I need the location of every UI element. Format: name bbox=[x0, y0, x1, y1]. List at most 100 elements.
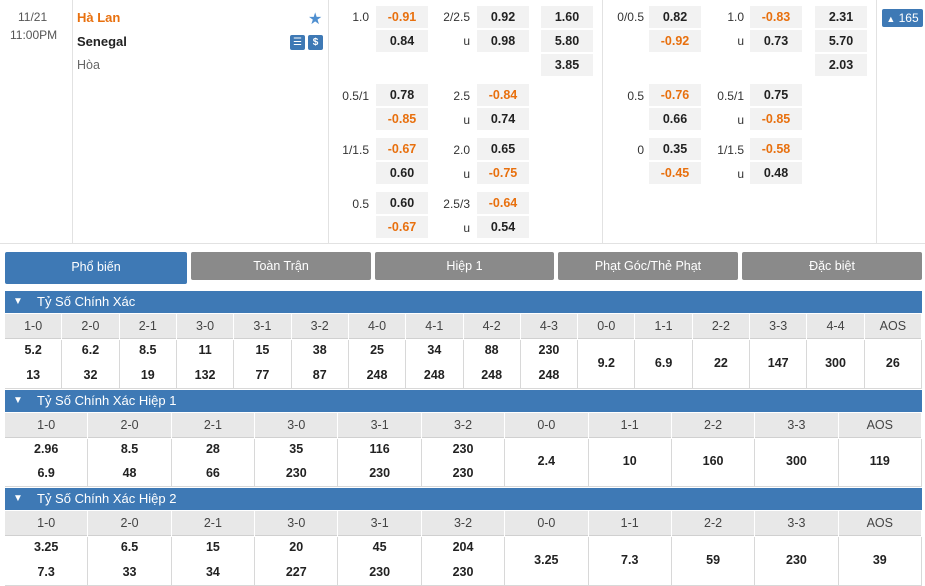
score-odd-bottom: 6.9 bbox=[37, 466, 55, 480]
h1-ou-under-label: u bbox=[737, 113, 744, 127]
score-label: 3-2 bbox=[422, 413, 506, 438]
score-odd-top: 230 bbox=[786, 553, 807, 567]
score-odds-cell[interactable]: 15 77 bbox=[234, 340, 292, 389]
score-odds-cell[interactable]: 6.2 32 bbox=[62, 340, 120, 389]
score-odd-bottom: 248 bbox=[481, 368, 503, 382]
score-odds-cell[interactable]: 45 230 bbox=[338, 537, 422, 586]
more-bets-button[interactable]: ▲ 165 bbox=[882, 9, 923, 27]
hdp-away-odd[interactable]: 0.60 bbox=[376, 162, 428, 184]
h1-ou-under-odd[interactable]: -0.85 bbox=[750, 108, 802, 130]
score-odds-cell[interactable]: 88 248 bbox=[464, 340, 521, 389]
ou-under-odd[interactable]: -0.75 bbox=[477, 162, 529, 184]
score-odds-cell[interactable]: 15 34 bbox=[172, 537, 256, 586]
score-odds-cell[interactable]: 119 bbox=[839, 439, 922, 487]
h1-hdp-home-odd[interactable]: 0.35 bbox=[649, 138, 701, 160]
section-header[interactable]: ▼ Tỷ Số Chính Xác bbox=[5, 291, 922, 313]
score-odds-cell[interactable]: 116 230 bbox=[338, 439, 422, 487]
h1-ou-over-odd[interactable]: -0.83 bbox=[750, 6, 802, 28]
score-label: 0-0 bbox=[505, 413, 589, 438]
score-odds-cell[interactable]: 28 66 bbox=[172, 439, 256, 487]
tab-popular[interactable]: Phổ biến bbox=[5, 252, 187, 284]
ou-under-odd[interactable]: 0.54 bbox=[477, 216, 529, 238]
home-team[interactable]: Hà Lan bbox=[77, 10, 121, 25]
score-odds-cell[interactable]: 8.5 48 bbox=[88, 439, 172, 487]
score-odds-cell[interactable]: 6.5 33 bbox=[88, 537, 172, 586]
section-title: Tỷ Số Chính Xác bbox=[37, 294, 136, 309]
h1-x12-home-odd[interactable]: 2.31 bbox=[815, 6, 867, 28]
h1-ou-over-odd[interactable]: -0.58 bbox=[750, 138, 802, 160]
h1-hdp-home-odd[interactable]: 0.82 bbox=[649, 6, 701, 28]
tab-full-match[interactable]: Toàn Trận bbox=[191, 252, 371, 280]
ou-over-odd[interactable]: -0.64 bbox=[477, 192, 529, 214]
ou-line: 2/2.5 bbox=[443, 10, 470, 24]
h1-hdp-away-odd[interactable]: -0.92 bbox=[649, 30, 701, 52]
score-odds-cell[interactable]: 20 227 bbox=[255, 537, 339, 586]
score-odds-cell[interactable]: 6.9 bbox=[635, 340, 693, 389]
score-odds-cell[interactable]: 230 248 bbox=[521, 340, 579, 389]
dollar-icon[interactable]: $ bbox=[308, 35, 323, 50]
score-odds-cell[interactable]: 300 bbox=[755, 439, 839, 487]
hdp-away-odd[interactable]: 0.84 bbox=[376, 30, 428, 52]
hdp-home-odd[interactable]: 0.60 bbox=[376, 192, 428, 214]
score-odds-cell[interactable]: 2.4 bbox=[505, 439, 589, 487]
score-odds-cell[interactable]: 3.25 7.3 bbox=[5, 537, 89, 586]
tab-corners-cards[interactable]: Phạt Góc/Thẻ Phạt bbox=[558, 252, 738, 280]
score-odds-cell[interactable]: 10 bbox=[589, 439, 672, 487]
h1-hdp-away-odd[interactable]: 0.66 bbox=[649, 108, 701, 130]
h1-hdp-line: 0 bbox=[637, 143, 644, 157]
score-odds-cell[interactable]: 204 230 bbox=[422, 537, 506, 586]
stats-icon[interactable]: ☰ bbox=[290, 35, 305, 50]
score-odds-cell[interactable]: 25 248 bbox=[349, 340, 407, 389]
score-label: 4-2 bbox=[464, 314, 521, 339]
x12-away-odd[interactable]: 5.80 bbox=[541, 30, 593, 52]
ou-under-odd[interactable]: 0.98 bbox=[477, 30, 529, 52]
h1-x12-away-odd[interactable]: 5.70 bbox=[815, 30, 867, 52]
score-odds-cell[interactable]: 2.96 6.9 bbox=[5, 439, 89, 487]
h1-ou-under-odd[interactable]: 0.48 bbox=[750, 162, 802, 184]
hdp-away-odd[interactable]: -0.67 bbox=[376, 216, 428, 238]
score-odds-cell[interactable]: 38 87 bbox=[292, 340, 349, 389]
score-label: 2-0 bbox=[88, 413, 172, 438]
star-icon[interactable]: ★ bbox=[308, 11, 323, 28]
score-odds-cell[interactable]: 59 bbox=[672, 537, 756, 586]
section-title: Tỷ Số Chính Xác Hiệp 2 bbox=[37, 491, 177, 506]
h1-ou-under-odd[interactable]: 0.73 bbox=[750, 30, 802, 52]
ou-over-odd[interactable]: 0.65 bbox=[477, 138, 529, 160]
tab-special[interactable]: Đặc biệt bbox=[742, 252, 922, 280]
score-odds-cell[interactable]: 7.3 bbox=[589, 537, 672, 586]
hdp-home-odd[interactable]: -0.67 bbox=[376, 138, 428, 160]
h1-x12-draw-odd[interactable]: 2.03 bbox=[815, 54, 867, 76]
score-odds-cell[interactable]: 8.5 19 bbox=[120, 340, 177, 389]
score-odds-cell[interactable]: 147 bbox=[750, 340, 808, 389]
x12-home-odd[interactable]: 1.60 bbox=[541, 6, 593, 28]
score-odds-cell[interactable]: 35 230 bbox=[255, 439, 339, 487]
hdp-home-odd[interactable]: 0.78 bbox=[376, 84, 428, 106]
score-odds-cell[interactable]: 34 248 bbox=[406, 340, 464, 389]
h1-ou-over-odd[interactable]: 0.75 bbox=[750, 84, 802, 106]
score-odds-cell[interactable]: 26 bbox=[865, 340, 922, 389]
section-header[interactable]: ▼ Tỷ Số Chính Xác Hiệp 2 bbox=[5, 488, 922, 510]
score-odds-cell[interactable]: 230 230 bbox=[422, 439, 506, 487]
score-odds-cell[interactable]: 3.25 bbox=[505, 537, 589, 586]
score-odds-cell[interactable]: 9.2 bbox=[578, 340, 636, 389]
section-header[interactable]: ▼ Tỷ Số Chính Xác Hiệp 1 bbox=[5, 390, 922, 412]
score-odds-cell[interactable]: 160 bbox=[672, 439, 756, 487]
hdp-away-odd[interactable]: -0.85 bbox=[376, 108, 428, 130]
score-odds-cell[interactable]: 5.2 13 bbox=[5, 340, 63, 389]
score-odds-cell[interactable]: 22 bbox=[693, 340, 751, 389]
ou-over-odd[interactable]: -0.84 bbox=[477, 84, 529, 106]
ou-under-odd[interactable]: 0.74 bbox=[477, 108, 529, 130]
h1-hdp-away-odd[interactable]: -0.45 bbox=[649, 162, 701, 184]
score-odds-cell[interactable]: 230 bbox=[755, 537, 839, 586]
away-team[interactable]: Senegal bbox=[77, 34, 127, 49]
score-odd-top: 45 bbox=[372, 540, 387, 554]
hdp-home-odd[interactable]: -0.91 bbox=[376, 6, 428, 28]
h1-hdp-home-odd[interactable]: -0.76 bbox=[649, 84, 701, 106]
ou-over-odd[interactable]: 0.92 bbox=[477, 6, 529, 28]
score-odds-cell[interactable]: 39 bbox=[839, 537, 922, 586]
score-odd-top: 28 bbox=[205, 442, 220, 456]
score-odds-cell[interactable]: 11 132 bbox=[177, 340, 235, 389]
score-odds-cell[interactable]: 300 bbox=[807, 340, 865, 389]
x12-draw-odd[interactable]: 3.85 bbox=[541, 54, 593, 76]
tab-first-half[interactable]: Hiệp 1 bbox=[375, 252, 554, 280]
